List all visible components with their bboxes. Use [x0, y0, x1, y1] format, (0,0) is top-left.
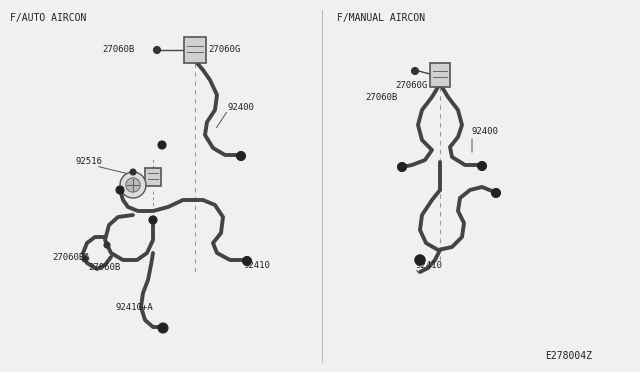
Circle shape	[158, 323, 168, 333]
Circle shape	[415, 255, 425, 265]
Circle shape	[82, 256, 88, 262]
Circle shape	[116, 186, 124, 194]
Text: 27060G: 27060G	[395, 80, 428, 90]
Circle shape	[130, 169, 136, 175]
Circle shape	[120, 172, 146, 198]
Circle shape	[412, 67, 419, 74]
Text: 27060BA: 27060BA	[52, 253, 90, 263]
Circle shape	[397, 163, 406, 171]
Bar	[145, 168, 161, 186]
Text: F/AUTO AIRCON: F/AUTO AIRCON	[10, 13, 86, 23]
Bar	[184, 37, 206, 63]
Circle shape	[477, 161, 486, 170]
Circle shape	[104, 242, 110, 248]
Text: 92400: 92400	[472, 128, 499, 137]
Text: 92516: 92516	[75, 157, 102, 167]
Circle shape	[158, 141, 166, 149]
Text: E278004Z: E278004Z	[545, 351, 592, 361]
Circle shape	[243, 257, 252, 266]
Text: 92410: 92410	[415, 260, 442, 269]
Circle shape	[492, 189, 500, 198]
Circle shape	[415, 255, 425, 265]
Text: F/MANUAL AIRCON: F/MANUAL AIRCON	[337, 13, 425, 23]
Text: 92400: 92400	[228, 103, 255, 112]
Text: 27060B: 27060B	[88, 263, 120, 273]
Text: 27060B: 27060B	[365, 93, 397, 103]
Bar	[430, 63, 450, 87]
Circle shape	[154, 46, 161, 54]
Text: 27060G: 27060G	[208, 45, 240, 54]
Circle shape	[126, 178, 140, 192]
Circle shape	[149, 216, 157, 224]
Text: 92410: 92410	[243, 260, 270, 269]
Text: 27060B: 27060B	[102, 45, 134, 54]
Circle shape	[237, 151, 246, 160]
Text: 92410+A: 92410+A	[115, 304, 152, 312]
